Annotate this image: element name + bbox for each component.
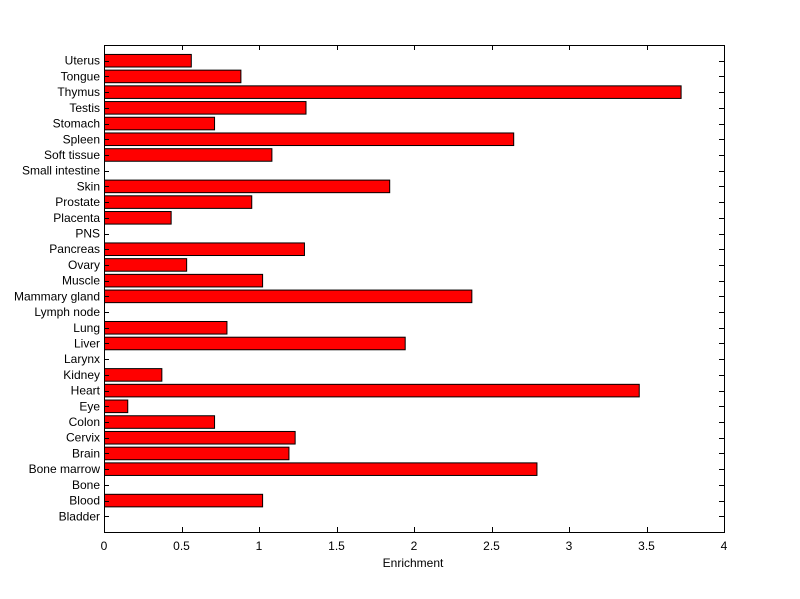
y-tick-label: Small intestine [22,164,100,178]
bar-ovary [104,258,188,272]
y-tick-label: Prostate [55,195,100,209]
y-tick-label: Ovary [68,258,100,272]
y-tick-label: Mammary gland [14,289,100,303]
bar-spleen [104,132,515,147]
y-tick-label: Testis [69,101,100,115]
y-tick-label: Placenta [53,211,100,225]
y-tick-label: Thymus [57,85,100,99]
bar-testis [104,101,307,115]
y-tick-label: Pancreas [49,242,100,256]
y-tick-label: Tongue [61,69,101,83]
x-tick-label: 0 [101,539,108,553]
y-tick-label: Bladder [59,509,100,523]
y-tick-label: Spleen [63,132,100,146]
x-tick-label: 2 [411,539,418,553]
y-tick-label: Larynx [64,352,100,366]
y-tick-label: Lymph node [34,305,100,319]
y-tick-label: Bone marrow [29,462,101,476]
bar-placenta [104,211,172,225]
bar-skin [104,179,391,194]
y-tick-label: Stomach [53,117,100,131]
bar-heart [104,383,640,398]
x-tick-label: 3 [566,539,573,553]
x-axis: 0 0.5 1 1.5 2 2.5 3 3.5 4 [101,45,728,553]
y-tick-label: Eye [79,399,100,413]
bar-muscle [104,273,264,288]
x-tick-label: 1.5 [328,539,345,553]
bar-kidney [104,368,163,382]
y-tick-label: Liver [74,336,100,350]
x-tick-label: 0.5 [173,539,190,553]
bar-tongue [104,69,242,84]
x-axis-label: Enrichment [383,556,444,570]
x-tick-label: 3.5 [638,539,655,553]
y-tick-label: Blood [69,494,100,508]
bar-soft-tissue [104,148,273,162]
y-tick-label: PNS [75,227,100,241]
y-tick-label: Soft tissue [44,148,100,162]
y-tick-label: Lung [73,321,100,335]
y-tick-label: Muscle [62,274,100,288]
bar-mammary-gland [104,289,473,304]
y-tick-label: Heart [71,384,101,398]
y-tick-label: Colon [69,415,100,429]
bar-cervix [104,430,296,445]
bar-uterus [104,53,192,68]
bar-brain [104,446,290,461]
bar-lung [104,320,228,335]
y-tick-label: Bone [72,478,100,492]
bar-pancreas [104,242,305,257]
bar-stomach [104,116,216,131]
y-tick-label: Brain [72,446,100,460]
x-tick-label: 1 [256,539,263,553]
x-tick-label: 2.5 [483,539,500,553]
y-tick-label: Cervix [66,431,100,445]
bar-liver [104,336,406,351]
bar-bone-marrow [104,462,538,476]
bar-colon [104,415,216,429]
y-tick-label: Kidney [63,368,100,382]
y-tick-label: Uterus [65,54,100,68]
x-tick-label: 4 [721,539,728,553]
y-tick-label: Skin [77,179,100,193]
bar-blood [104,493,264,508]
bar-prostate [104,195,253,209]
bar-thymus [104,85,682,99]
bars-layer [104,53,682,508]
